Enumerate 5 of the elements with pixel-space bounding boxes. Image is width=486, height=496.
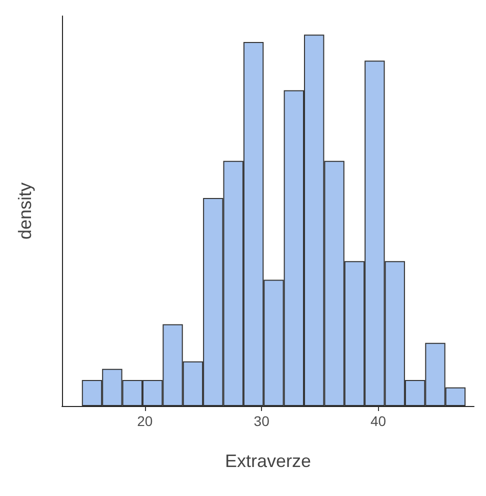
x-tick-label: 40 — [370, 413, 386, 429]
x-tick-label: 20 — [137, 413, 153, 429]
x-axis-title: Extraverze — [224, 451, 312, 471]
y-axis-title: density — [15, 182, 35, 240]
x-tick-label: 30 — [254, 413, 270, 429]
